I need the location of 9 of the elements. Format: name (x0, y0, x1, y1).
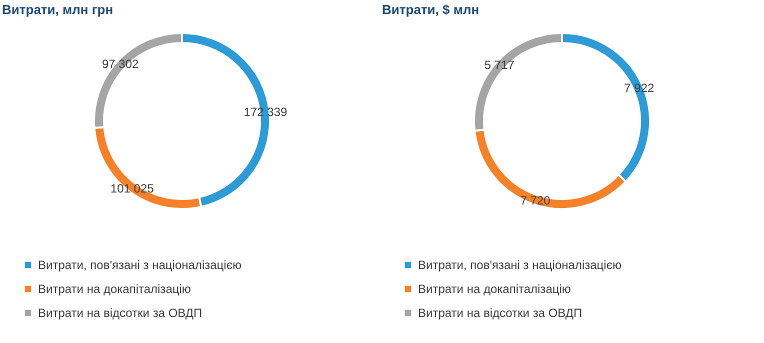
legend-label: Витрати, пов'язані з націоналізацією (38, 258, 242, 272)
legend-label: Витрати на відсотки за ОВДП (418, 306, 582, 320)
legend-label: Витрати на відсотки за ОВДП (38, 306, 202, 320)
data-label: 97 302 (102, 56, 139, 71)
chart-title: Витрати, млн грн (2, 2, 114, 17)
legend-label: Витрати на докапіталізацію (418, 282, 571, 296)
legend-label: Витрати, пов'язані з націоналізацією (418, 258, 622, 272)
chart-title: Витрати, $ млн (382, 2, 480, 17)
legend-label: Витрати на докапіталізацію (38, 282, 191, 296)
